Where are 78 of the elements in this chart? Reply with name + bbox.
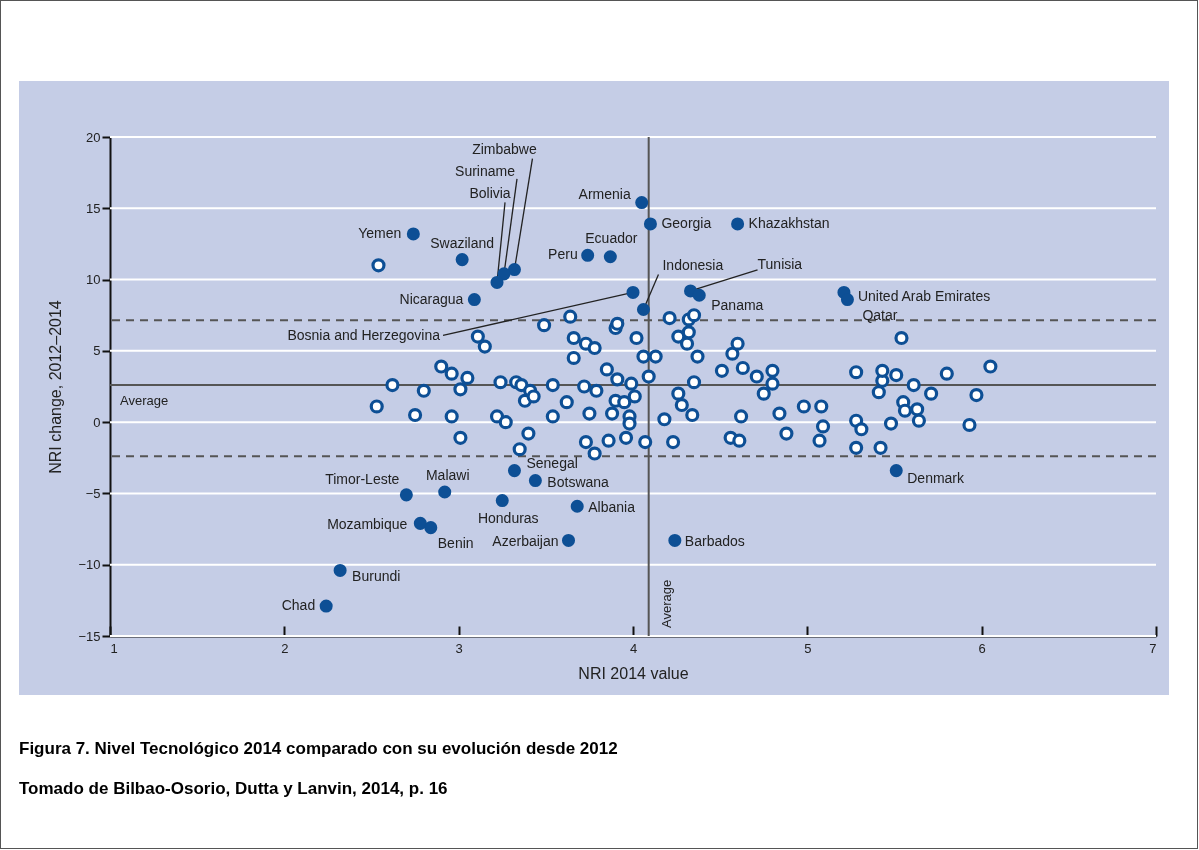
point [333,563,347,577]
text: Figura 7. Nivel Tecnológico 2014 comparado con su evolución desde 2012 [19,739,618,759]
point [406,227,420,241]
x-tick-label: 7 [1149,640,1157,656]
point [495,494,509,508]
x-tick-label: 6 [978,640,986,656]
annotation: Malawi [425,467,470,483]
annotation: Albania [588,499,636,516]
annotation: Botswana [547,473,610,490]
point [626,285,640,299]
y-tick-label: −10 [78,557,101,573]
annotation: Tunisia [757,255,803,272]
point [490,275,504,289]
point [581,248,595,262]
annotation: Bosnia and Herzegovina [287,327,441,344]
point [692,288,706,302]
point [889,464,903,478]
y-tick-label: 5 [93,343,101,359]
annotation: Denmark [907,469,966,486]
annotation: Swaziland [430,234,495,251]
annotation: Indonesia [662,256,724,273]
annotation: Qatar [862,306,898,323]
point [413,516,427,530]
point [603,250,617,264]
annotation: Nicaragua [399,290,464,307]
point [668,533,682,547]
point [438,485,452,499]
annotation: Ecuador [585,229,638,246]
point [643,217,657,231]
point [570,499,584,513]
point [731,217,745,231]
point [561,533,576,547]
y-tick-label: 15 [86,200,101,216]
annotation: Azerbaijan [492,533,559,550]
annotation: United Arab Emirates [857,288,991,305]
point [455,253,469,267]
point [528,474,542,488]
y-tick-label: 10 [86,272,101,288]
annotation: Barbados [684,533,745,550]
x-tick-label: 4 [629,640,638,656]
annotation: Mozambique [327,516,408,533]
ref-line-label: Average [120,393,169,409]
annotation: Benin [437,534,474,551]
annotation: Zimbabwe [472,140,537,157]
annotation: Armenia [578,185,631,202]
annotation: Bolivia [469,185,511,202]
y-axis-title: NRI change, 2012–2014 [47,300,65,474]
point [424,521,438,535]
point [507,464,521,478]
x-tick-label: 2 [281,640,289,656]
x-tick-label: 3 [455,640,463,656]
point [635,196,649,210]
point [399,488,413,502]
annotation: Timor-Leste [325,470,400,487]
x-tick-label: 5 [804,640,812,656]
annotation: Burundi [352,568,401,585]
point [636,303,650,317]
y-tick-label: 0 [93,414,101,430]
annotation: Chad [281,597,316,614]
point [467,293,481,307]
annotation: Peru [548,246,578,263]
annotation: Khazakhstan [748,214,830,231]
annotation: Senegal [526,454,578,471]
annotation: Georgia [661,214,712,231]
text: Tomado de Bilbao-Osorio, Dutta y Lanvin, 2014, p. 16 [19,779,449,799]
y-tick-label: −5 [85,485,101,501]
annotation: Honduras [477,509,539,526]
annotation: Panama [711,297,764,314]
y-tick-label: 20 [86,129,101,145]
point [507,263,521,277]
annotation: Yemen [358,224,402,241]
ref-line-label: Average [658,579,674,628]
x-axis-title: NRI 2014 value [578,664,689,682]
annotation: Suriname [455,162,516,179]
point [319,599,333,613]
point [840,293,854,307]
y-tick-label: −15 [78,628,101,644]
x-tick-label: 1 [110,640,118,656]
